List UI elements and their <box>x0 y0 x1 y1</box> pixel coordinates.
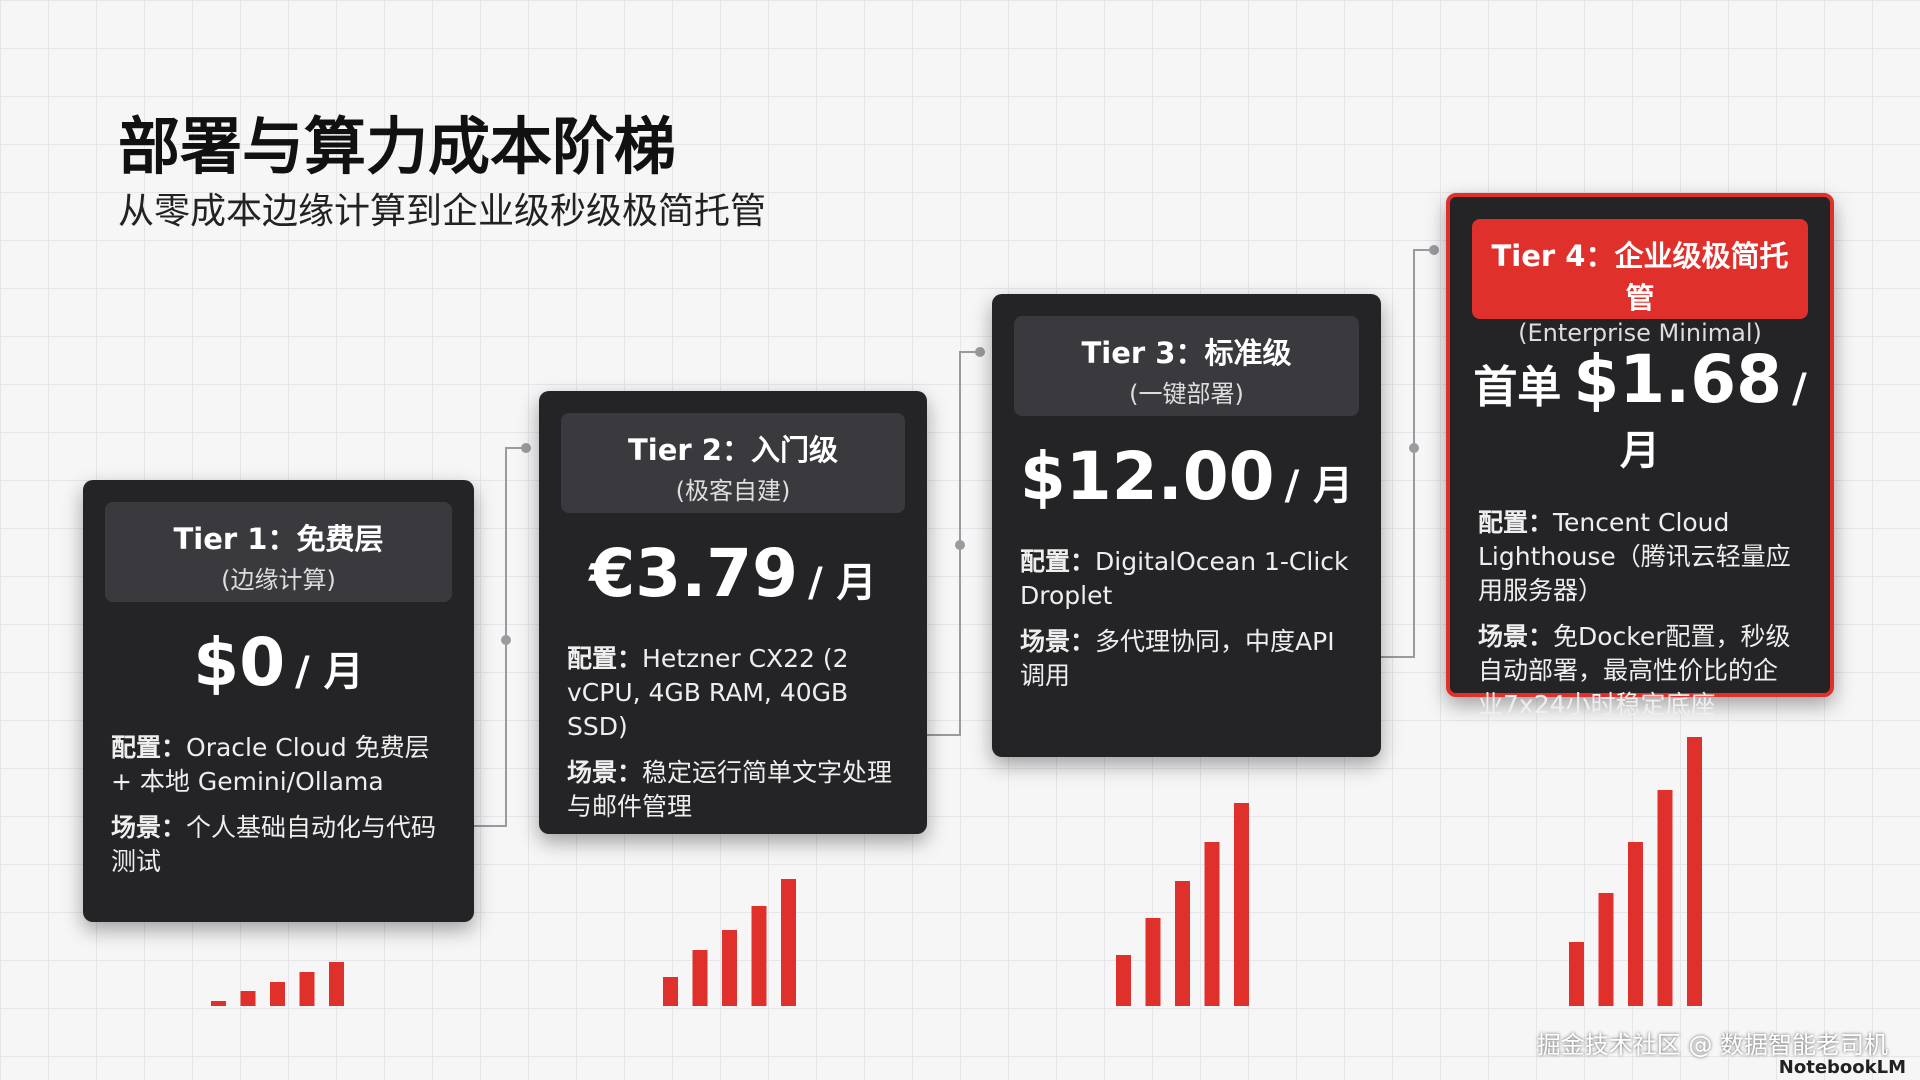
tier-title: Tier 1：免费层 <box>173 522 384 556</box>
config: 配置：Hetzner CX22 (2 vCPU, 4GB RAM, 40GB S… <box>561 642 905 744</box>
decor-bar <box>1116 955 1131 1006</box>
price: €3.79/ 月 <box>561 535 905 612</box>
tier-card: Tier 2：入门级 (极客自建) €3.79/ 月配置：Hetzner CX22 … <box>539 391 927 834</box>
tier-card: Tier 4：企业级极简托管 (Enterprise Minimal) 首单 $1.6… <box>1446 193 1834 719</box>
tier-subtitle: (Enterprise Minimal) <box>1518 319 1762 347</box>
dot <box>501 635 511 645</box>
decor-bar <box>692 950 708 1006</box>
connector <box>474 447 526 827</box>
decor-bar <box>1175 881 1190 1006</box>
decor-bar <box>781 879 796 1006</box>
price: $12.00/ 月 <box>1014 438 1359 515</box>
decor-bar <box>722 930 737 1006</box>
tier-title: Tier 3：标准级 <box>1081 336 1292 370</box>
decor-bar <box>1569 942 1584 1006</box>
watermark: 掘金技术社区 @ 数据智能老司机 <box>1536 1031 1888 1059</box>
scene: 场景：免Docker配置，秒级自动部署，最高性价比的企业7x24小时稳定底座 <box>1472 620 1808 722</box>
tier-card: Tier 1：免费层 (边缘计算) $0/ 月配置：Oracle Cloud 免费层… <box>83 480 474 922</box>
brand: NotebookLM <box>1778 1057 1906 1078</box>
decor-bar <box>240 991 256 1006</box>
scene: 场景：稳定运行简单文字处理与邮件管理 <box>561 756 905 824</box>
tier-header: Tier 3：标准级 (一键部署) <box>1014 316 1359 416</box>
config-text: Tencent Cloud Lighthouse（腾讯云轻量应用服务器） <box>1478 508 1791 605</box>
config-text: Hetzner CX22 (2 vCPU, 4GB RAM, 40GB SSD) <box>567 644 849 741</box>
price: $0/ 月 <box>105 624 452 701</box>
connector-dots <box>501 245 1439 645</box>
tier-header: Tier 4：企业级极简托管 (Enterprise Minimal) <box>1472 219 1808 347</box>
decor-bars <box>211 737 1702 1006</box>
price-value: $12.00 <box>1019 438 1275 515</box>
scene-text: 稳定运行简单文字处理与邮件管理 <box>567 758 893 821</box>
tier-title: Tier 4：企业级极简托管 <box>1491 239 1789 315</box>
price-value: $1.68 <box>1573 341 1783 418</box>
tier-header: Tier 2：入门级 (极客自建) <box>561 413 905 513</box>
tier-header: Tier 1：免费层 (边缘计算) <box>105 502 452 602</box>
decor-bar <box>663 977 678 1006</box>
decor-bar <box>1657 790 1673 1006</box>
config-label: 配置： <box>567 644 643 673</box>
title: 部署与算力成本阶梯 <box>118 110 677 183</box>
decor-bar <box>329 962 344 1006</box>
decor-bar <box>1687 737 1702 1006</box>
scene-text: 个人基础自动化与代码测试 <box>111 813 437 876</box>
config-text: Oracle Cloud 免费层 + 本地 Gemini/Ollama <box>111 733 430 796</box>
price-value: €3.79 <box>589 535 799 612</box>
tier-subtitle: (极客自建) <box>675 477 791 505</box>
subtitle: 从零成本边缘计算到企业级秒级极简托管 <box>118 191 767 232</box>
config-label: 配置： <box>111 733 187 762</box>
tier-subtitle: (边缘计算) <box>221 566 336 594</box>
dot <box>955 540 965 550</box>
decor-bar <box>1204 842 1220 1006</box>
tier-title: Tier 2：入门级 <box>628 433 838 467</box>
connector <box>1381 249 1434 658</box>
price-unit: / 月 <box>808 560 877 606</box>
decor-bar <box>1234 803 1249 1006</box>
scene-text: 多代理协同，中度API调用 <box>1020 627 1335 690</box>
scene: 场景：个人基础自动化与代码测试 <box>105 811 452 879</box>
price-unit: / 月 <box>295 649 364 695</box>
price-unit: / 月 <box>1620 366 1807 474</box>
scene: 场景：多代理协同，中度API调用 <box>1014 625 1359 693</box>
price-unit: / 月 <box>1284 463 1354 509</box>
config-text: DigitalOcean 1-Click Droplet <box>1020 547 1349 610</box>
dot <box>1409 443 1419 453</box>
dot <box>521 443 531 453</box>
price: 首单 $1.68/ 月 <box>1472 341 1808 476</box>
config: 配置：Tencent Cloud Lighthouse（腾讯云轻量应用服务器） <box>1472 506 1808 608</box>
scene-label: 场景： <box>1478 622 1554 651</box>
config: 配置：DigitalOcean 1-Click Droplet <box>1014 545 1359 613</box>
scene-label: 场景： <box>111 813 187 842</box>
dot <box>1429 245 1439 255</box>
config: 配置：Oracle Cloud 免费层 + 本地 Gemini/Ollama <box>105 731 452 799</box>
tier-card: Tier 3：标准级 (一键部署) $12.00/ 月配置：DigitalOcean… <box>992 294 1381 757</box>
config-label: 配置： <box>1020 547 1096 576</box>
scene-label: 场景： <box>1020 627 1096 656</box>
connector <box>927 351 980 736</box>
scene-label: 场景： <box>567 758 643 787</box>
decor-bar <box>1598 893 1614 1006</box>
dot <box>975 347 985 357</box>
price-prefix: 首单 <box>1473 362 1562 413</box>
price-value: $0 <box>193 624 286 701</box>
decor-bar <box>1145 918 1161 1006</box>
config-label: 配置： <box>1478 508 1554 537</box>
decor-bar <box>211 1001 226 1006</box>
decor-bar <box>751 906 767 1006</box>
tier-subtitle: (一键部署) <box>1129 380 1244 408</box>
decor-bar <box>270 982 285 1006</box>
decor-bar <box>299 972 315 1006</box>
decor-bar <box>1628 842 1643 1006</box>
scene-text: 免Docker配置，秒级自动部署，最高性价比的企业7x24小时稳定底座 <box>1478 622 1791 719</box>
